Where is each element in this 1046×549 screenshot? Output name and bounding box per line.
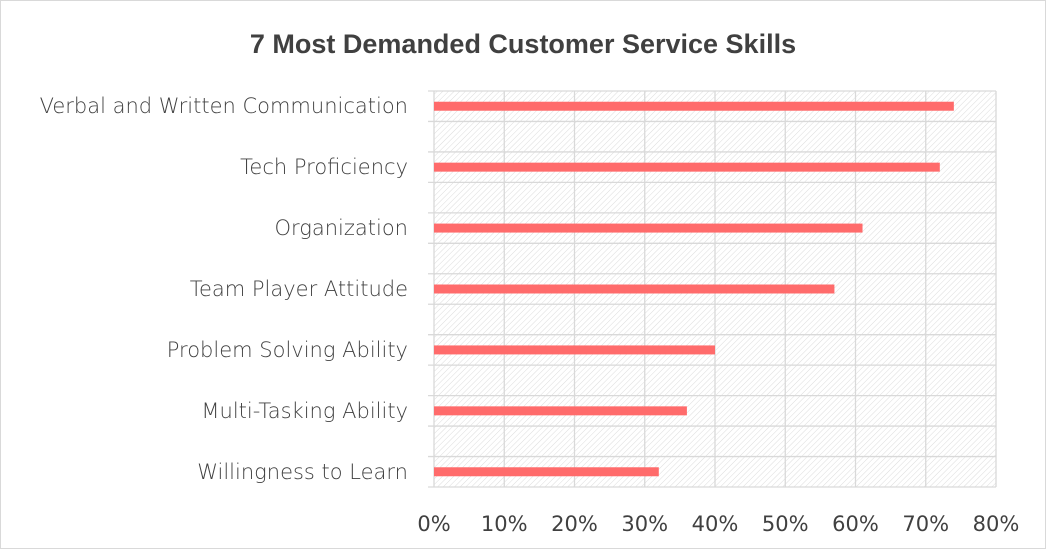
x-tick-label: 20% bbox=[551, 512, 598, 536]
bar bbox=[434, 467, 659, 477]
category-label: Organization bbox=[274, 216, 408, 240]
category-label: Multi-Tasking Ability bbox=[201, 399, 408, 423]
x-tick-label: 0% bbox=[417, 512, 450, 536]
bar bbox=[434, 284, 835, 294]
x-tick-label: 50% bbox=[762, 512, 809, 536]
x-tick-label: 60% bbox=[832, 512, 879, 536]
x-tick-label: 40% bbox=[692, 512, 739, 536]
category-label: Team Player Attitude bbox=[190, 277, 408, 301]
bar bbox=[434, 101, 954, 111]
x-tick-label: 80% bbox=[973, 512, 1020, 536]
chart-title: 7 Most Demanded Customer Service Skills bbox=[250, 29, 796, 59]
category-label: Problem Solving Ability bbox=[167, 338, 408, 362]
bar bbox=[434, 406, 687, 416]
category-label: Tech Proficiency bbox=[240, 155, 408, 179]
category-label: Verbal and Written Communication bbox=[40, 94, 408, 118]
x-tick-label: 10% bbox=[481, 512, 528, 536]
bar bbox=[434, 345, 715, 355]
x-tick-label: 70% bbox=[902, 512, 949, 536]
bar bbox=[434, 223, 863, 233]
bar bbox=[434, 162, 940, 172]
x-tick-label: 30% bbox=[621, 512, 668, 536]
category-label: Willingness to Learn bbox=[197, 460, 408, 484]
